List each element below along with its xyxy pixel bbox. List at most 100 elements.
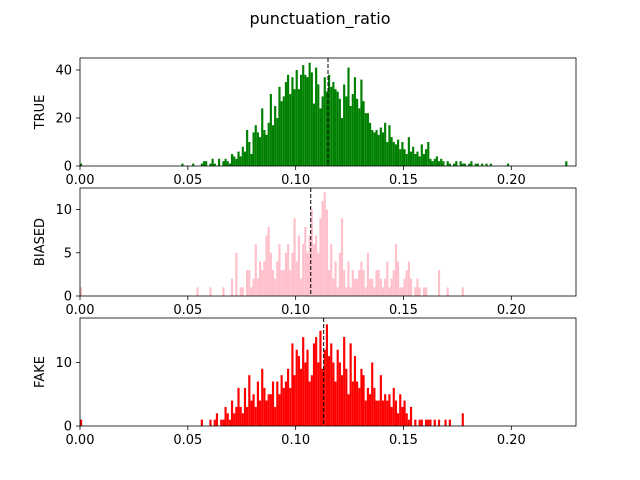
bar-80 <box>381 400 385 426</box>
bar-12 <box>235 406 238 426</box>
bar-98 <box>412 146 415 166</box>
bar-8 <box>226 413 229 426</box>
bar-18 <box>267 226 270 296</box>
bar-118 <box>461 163 464 166</box>
bar-94 <box>414 419 417 426</box>
bar-43 <box>302 337 305 426</box>
bar-78 <box>377 400 380 426</box>
bar-7 <box>241 287 244 296</box>
bar-65 <box>340 118 344 166</box>
bar-71 <box>381 287 385 296</box>
bar-98 <box>427 419 430 426</box>
bar-27 <box>287 244 290 296</box>
bar-51 <box>310 72 313 166</box>
x-tick-label: 0.05 <box>173 303 202 318</box>
bar-10 <box>230 400 234 426</box>
y-tick-label: 20 <box>55 112 72 127</box>
bar-0 <box>80 163 83 166</box>
bar-45 <box>306 349 309 426</box>
bar-124 <box>481 163 484 166</box>
bar-9 <box>228 419 231 426</box>
bar-36 <box>306 252 309 296</box>
bar-70 <box>360 368 363 426</box>
bar-62 <box>334 89 337 166</box>
bar-11 <box>233 413 236 426</box>
bar-76 <box>364 113 367 166</box>
bar-34 <box>302 244 305 296</box>
bar-55 <box>319 108 322 166</box>
bar-85 <box>414 287 417 296</box>
bar-79 <box>379 375 382 426</box>
bar-102 <box>444 419 447 426</box>
bar-114 <box>448 163 451 166</box>
bar-44 <box>295 70 298 166</box>
bar-65 <box>349 343 352 426</box>
bar-77 <box>394 244 398 296</box>
bar-89 <box>401 406 404 426</box>
bars <box>80 192 464 296</box>
x-tick-label: 0.10 <box>281 173 310 188</box>
bar-31 <box>276 381 279 426</box>
bar-34 <box>282 387 285 426</box>
bar-119 <box>463 163 467 166</box>
bar-95 <box>418 419 421 426</box>
x-tick-label: 0.00 <box>66 173 95 188</box>
bar-23 <box>278 244 281 296</box>
bar-16 <box>243 387 247 426</box>
bar-45 <box>297 89 300 166</box>
bar-52 <box>321 368 324 426</box>
bar-54 <box>325 324 328 426</box>
bar-69 <box>377 270 380 296</box>
bar-74 <box>368 394 372 426</box>
bar-113 <box>446 161 449 166</box>
panel-true: 0.00 0.05 0.10 0.15 0.20 0 20 40 TRUE <box>33 57 577 188</box>
bar-33 <box>299 278 303 296</box>
bar-35 <box>304 226 307 296</box>
bar-13 <box>237 387 240 426</box>
bar-57 <box>332 362 335 426</box>
bar-42 <box>299 368 303 426</box>
bar-22 <box>276 261 279 296</box>
bar-49 <box>306 77 309 166</box>
bar-27 <box>267 394 270 426</box>
bar-58 <box>334 381 337 426</box>
bar-31 <box>267 122 270 166</box>
bar-78 <box>397 261 400 296</box>
bar-2 <box>209 287 212 296</box>
bar-107 <box>431 161 434 166</box>
bar-97 <box>409 151 413 166</box>
bar-74 <box>360 79 363 166</box>
bar-84 <box>390 406 393 426</box>
bar-64 <box>347 394 350 426</box>
bar-5 <box>205 161 208 166</box>
bar-88 <box>422 287 426 296</box>
y-axis-label: FAKE <box>33 356 48 388</box>
bar-109 <box>435 156 438 166</box>
bar-26 <box>256 132 259 166</box>
bar-92 <box>399 149 402 166</box>
bar-32 <box>269 94 272 166</box>
bar-91 <box>446 287 449 296</box>
bar-20 <box>243 151 247 166</box>
bar-23 <box>250 154 253 166</box>
bar-99 <box>429 419 432 426</box>
bar-8 <box>213 163 216 166</box>
bar-62 <box>343 337 346 426</box>
bar-48 <box>312 343 316 426</box>
bar-69 <box>349 106 352 166</box>
bar-123 <box>476 163 479 166</box>
bar-33 <box>280 375 283 426</box>
bar-2 <box>192 163 195 166</box>
bar-122 <box>474 163 477 166</box>
bar-70 <box>379 278 382 296</box>
bar-52 <box>340 218 344 296</box>
bar-95 <box>405 154 408 166</box>
bar-93 <box>409 406 413 426</box>
panel-biased: 0.00 0.05 0.10 0.15 0.20 0 5 10 BIASED <box>33 187 577 318</box>
bar-97 <box>425 419 428 426</box>
bar-45 <box>325 209 328 296</box>
x-tick-label: 0.15 <box>389 433 418 448</box>
bar-63 <box>336 91 339 166</box>
bar-110 <box>437 161 441 166</box>
bar-21 <box>274 278 277 296</box>
